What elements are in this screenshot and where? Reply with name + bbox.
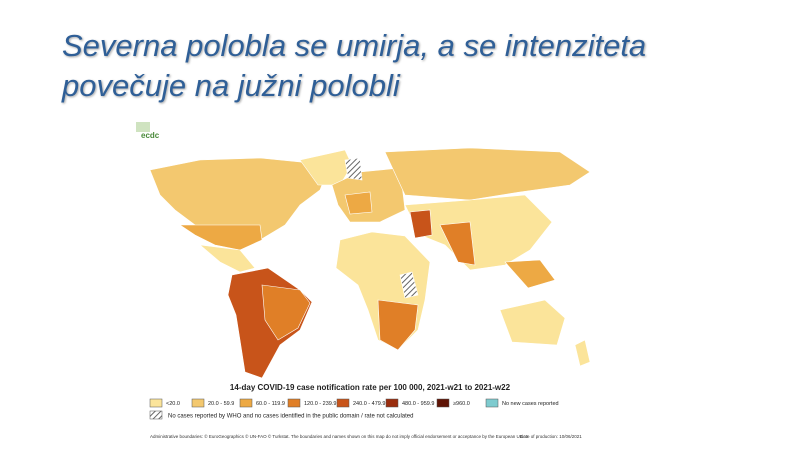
legend-label: 480.0 - 959.9: [402, 401, 434, 407]
brazil: [261, 284, 311, 341]
legend-swatch: [436, 398, 450, 408]
logo-mark: [136, 122, 150, 132]
legend-swatch: [239, 398, 253, 408]
southeast-asia: [504, 259, 556, 289]
southern-africa: [377, 299, 419, 351]
legend-swatch: [485, 398, 499, 408]
australia: [499, 299, 566, 346]
asia: [404, 194, 553, 271]
legend: <20.0 20.0 - 59.9 60.0 - 119.9 120.0 - 239.…: [149, 398, 559, 408]
middle-east: [409, 209, 433, 239]
legend-label: 20.0 - 59.9: [208, 401, 234, 407]
production-date: Date of production: 10/06/2021: [520, 434, 582, 439]
north-america: [149, 157, 331, 251]
legend-label: No new cases reported: [502, 401, 559, 407]
map-title: 14-day COVID-19 case notification rate p…: [230, 383, 511, 392]
india: [439, 221, 476, 266]
central-america: [199, 244, 256, 273]
legend-label: 60.0 - 119.9: [256, 401, 285, 407]
usa: [179, 224, 263, 251]
legend-label: <20.0: [166, 401, 180, 407]
legend-swatch: [191, 398, 205, 408]
legend-label: 120.0 - 239.9: [304, 401, 336, 407]
legend-swatch: [336, 398, 350, 408]
new-zealand: [574, 339, 591, 367]
legend-swatch: [385, 398, 399, 408]
europe-west: [344, 191, 373, 215]
no-data-area: [344, 157, 363, 181]
world-map: [149, 147, 591, 379]
legend-label: 240.0 - 479.9: [353, 401, 385, 407]
no-data-area: [399, 271, 419, 299]
greenland: [299, 149, 353, 186]
russia: [384, 147, 591, 201]
legend-swatch: [149, 398, 163, 408]
slide-title-line: povečuje na južni polobli: [62, 68, 400, 103]
logo-text: ecdc: [141, 131, 160, 140]
legend-label: No cases reported by WHO and no cases id…: [168, 414, 413, 420]
legend-swatch: [149, 410, 163, 420]
legend-label: ≥960.0: [453, 401, 470, 407]
slide-title-line: Severna polobla se umirja, a se intenzit…: [62, 28, 647, 63]
footer-note: Administrative boundaries: © EuroGeograp…: [150, 433, 529, 439]
legend-swatch: [287, 398, 301, 408]
